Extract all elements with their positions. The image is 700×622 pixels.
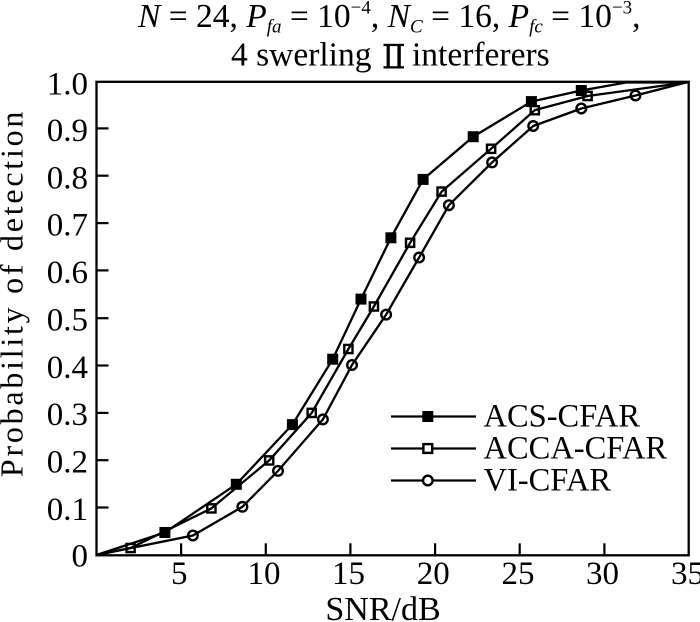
svg-text:30: 30: [586, 556, 619, 592]
svg-text:0.9: 0.9: [47, 113, 88, 149]
svg-text:N = 24, Pfa = 10−4, NC = 16, P: N = 24, Pfa = 10−4, NC = 16, Pfc = 10−3,: [137, 0, 641, 38]
svg-text:0.6: 0.6: [47, 255, 88, 291]
svg-text:4 swerling: 4 swerling: [231, 37, 372, 74]
svg-text:0.2: 0.2: [47, 445, 88, 481]
svg-text:1.0: 1.0: [47, 67, 88, 103]
svg-text:15: 15: [332, 556, 365, 592]
svg-text:0.7: 0.7: [47, 208, 88, 244]
svg-text:0: 0: [72, 538, 89, 574]
svg-text:20: 20: [417, 556, 450, 592]
svg-text:0.8: 0.8: [47, 160, 88, 196]
svg-text:10: 10: [248, 556, 281, 592]
svg-text:0.5: 0.5: [47, 302, 88, 338]
svg-text:ACS-CFAR: ACS-CFAR: [484, 398, 641, 434]
svg-text:interferers: interferers: [412, 37, 550, 74]
svg-text:ACCA-CFAR: ACCA-CFAR: [484, 431, 668, 467]
svg-text:35: 35: [671, 556, 700, 592]
svg-text:5: 5: [171, 556, 188, 592]
svg-text:25: 25: [502, 556, 535, 592]
svg-text:SNR/dB: SNR/dB: [325, 591, 440, 622]
svg-text:0.1: 0.1: [47, 492, 88, 528]
svg-text:0.3: 0.3: [47, 397, 88, 433]
svg-text:0.4: 0.4: [47, 350, 88, 386]
svg-text:Probability of detection: Probability of detection: [0, 109, 30, 477]
svg-text:VI-CFAR: VI-CFAR: [484, 463, 612, 499]
